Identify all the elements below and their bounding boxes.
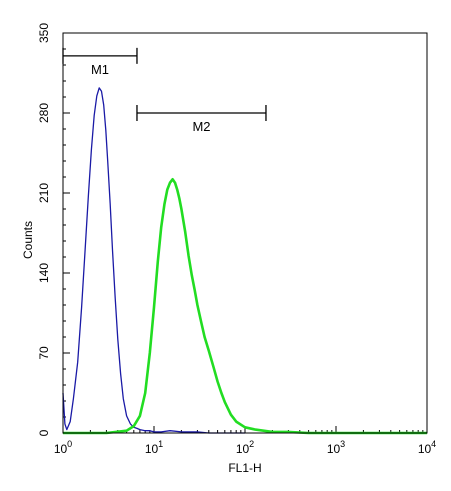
y-tick-label: 70 <box>37 346 51 360</box>
series-layer <box>62 87 427 435</box>
x-tick-label: 100 <box>54 439 72 456</box>
x-axis-title: FL1-H <box>228 461 261 475</box>
gate-label: M2 <box>192 119 210 134</box>
plot-frame <box>62 32 428 434</box>
gate-m1: M1 <box>62 47 138 77</box>
gate-label: M1 <box>91 62 109 77</box>
x-tick-label: 104 <box>418 439 436 456</box>
x-tick-label: 101 <box>145 439 163 456</box>
y-tick-label: 0 <box>37 429 51 436</box>
y-tick-label: 280 <box>37 103 51 123</box>
y-axis-title: Counts <box>21 221 35 259</box>
histogram-series-1 <box>62 87 245 434</box>
y-tick-label: 350 <box>37 23 51 43</box>
x-tick-label: 103 <box>327 439 345 456</box>
x-tick-label: 102 <box>236 439 254 456</box>
gates-layer: M1 M2 <box>62 47 267 134</box>
y-tick-label: 140 <box>37 263 51 283</box>
axis-ticks-layer: 100 101 102 103 104 0 70 140 210 280 350 <box>37 23 436 456</box>
y-tick-label: 210 <box>37 183 51 203</box>
histogram-series-2 <box>63 178 427 435</box>
gate-m2: M2 <box>136 105 267 134</box>
